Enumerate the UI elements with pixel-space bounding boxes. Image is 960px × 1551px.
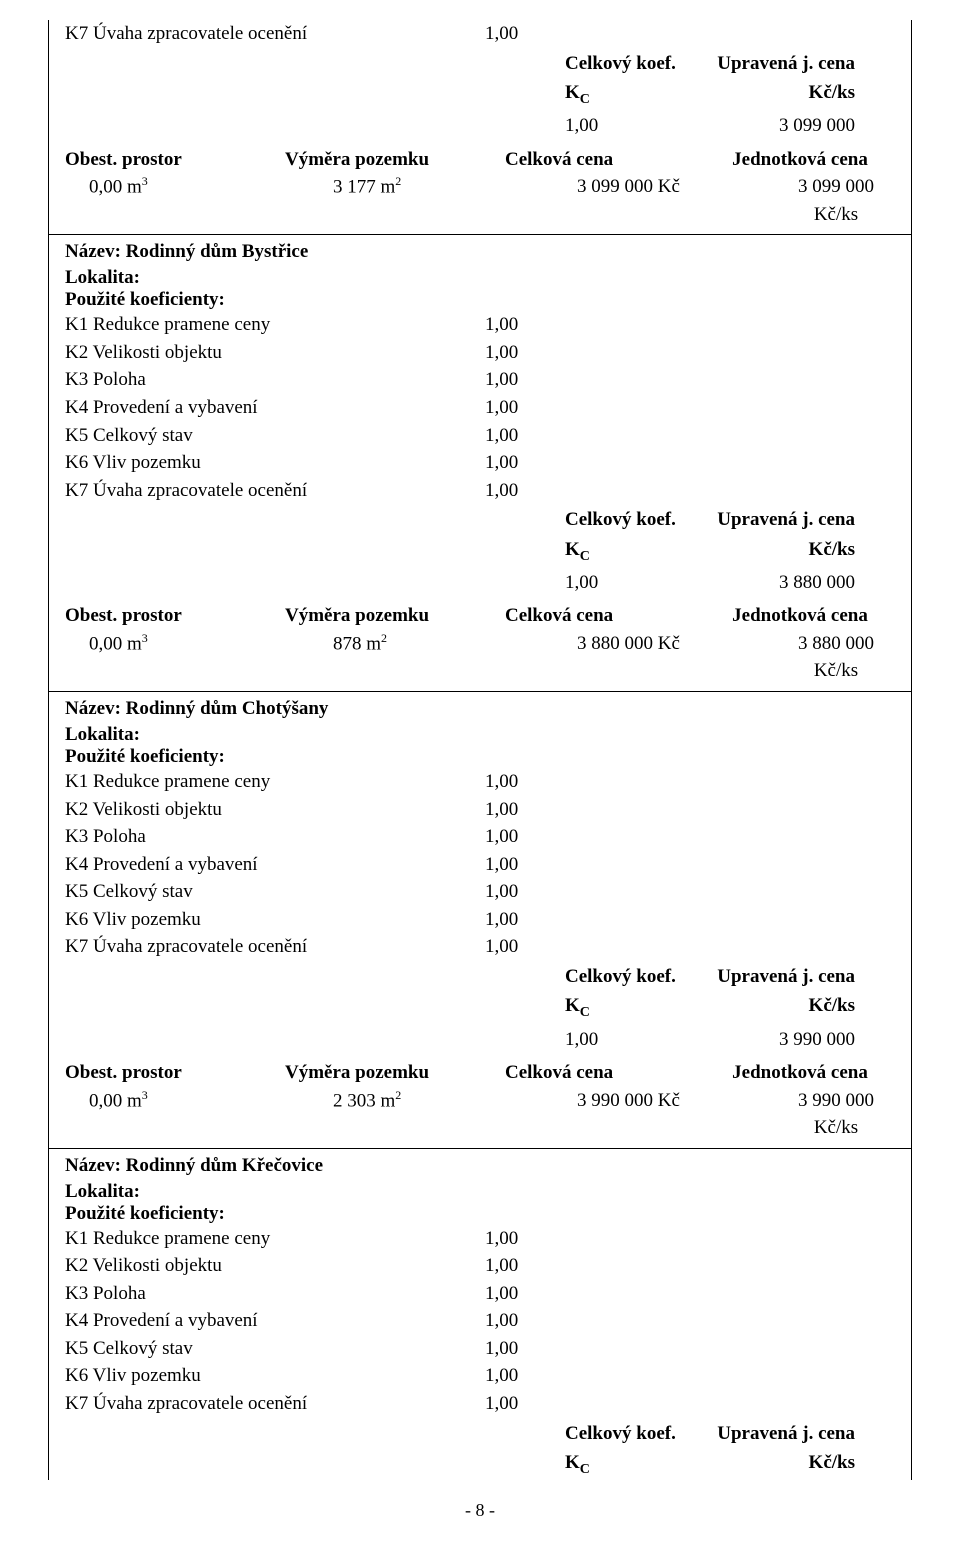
celkovy-sym: KC Kč/ks [65,79,895,110]
page-number: - 8 - [48,1500,912,1521]
k7-label: K7 Úvaha zpracovatele ocenění [65,20,485,48]
separator [49,691,911,692]
k7-row: K7 Úvaha zpracovatele ocenění1,00 [65,933,895,961]
k5-row: K5 Celkový stav1,00 [65,1335,895,1363]
k7-row: K7 Úvaha zpracovatele ocenění1,00 [65,1390,895,1418]
k6-row: K6 Vliv pozemku1,00 [65,449,895,477]
k4-row: K4 Provedení a vybavení1,00 [65,394,895,422]
obest-head: Obest. prostor Výměra pozemku Celková ce… [65,146,895,174]
k5-row: K5 Celkový stav1,00 [65,422,895,450]
celkovy-head: Celkový koef. Upravená j. cena [65,506,895,534]
used-koef-label: Použité koeficienty: [65,746,895,768]
used-koef-label: Použité koeficienty: [65,289,895,311]
k1-row: K1 Redukce pramene ceny1,00 [65,768,895,796]
jednot-val: 3 099 000 Kč/ks [777,173,895,228]
k5-row: K5 Celkový stav1,00 [65,878,895,906]
k1-row: K1 Redukce pramene ceny1,00 [65,1225,895,1253]
k6-row: K6 Vliv pozemku1,00 [65,1362,895,1390]
celkovy-head: Celkový koef. Upravená j. cena [65,1420,895,1448]
used-koef-label: Použité koeficienty: [65,1203,895,1225]
celkovy-head: Celkový koef. Upravená j. cena [65,963,895,991]
jednotkova-cena-label: Jednotková cena [705,146,895,174]
kc-ks-label: Kč/ks [710,79,895,110]
k2-row: K2 Velikosti objektu1,00 [65,796,895,824]
celkovy-head: Celkový koef. Upravená j. cena [65,50,895,78]
page: K7 Úvaha zpracovatele ocenění 1,00 Celko… [0,0,960,1551]
celkovy-koef-label: Celkový koef. [565,50,710,78]
k6-row: K6 Vliv pozemku1,00 [65,906,895,934]
k3-row: K3 Poloha1,00 [65,823,895,851]
kc-symbol: KC [565,79,710,110]
k1-row: K1 Redukce pramene ceny1,00 [65,311,895,339]
obest-val: 0,00 m3 [65,173,309,228]
obest-vals: 0,00 m3 878 m2 3 880 000 Kč 3 880 000 Kč… [65,630,895,685]
k3-row: K3 Poloha1,00 [65,366,895,394]
section-title: Název: Rodinný dům Křečovice [65,1155,895,1177]
celkovy-sym: KC Kč/ks [65,992,895,1023]
kc-val: 1,00 [565,112,710,140]
obest-head: Obest. prostor Výměra pozemku Celková ce… [65,602,895,630]
k2-row: K2 Velikosti objektu1,00 [65,339,895,367]
k7-value: 1,00 [485,20,625,48]
outer-border: K7 Úvaha zpracovatele ocenění 1,00 Celko… [48,20,912,1480]
section-title: Název: Rodinný dům Bystřice [65,241,895,263]
celkovy-sym: KC Kč/ks [65,536,895,567]
k7-row: K7 Úvaha zpracovatele ocenění1,00 [65,477,895,505]
k7-row: K7 Úvaha zpracovatele ocenění 1,00 [65,20,895,48]
celkovy-vals: 1,00 3 099 000 [65,112,895,140]
lokalita-label: Lokalita: [65,1181,895,1203]
separator [49,234,911,235]
section-title: Název: Rodinný dům Chotýšany [65,698,895,720]
celkova-val: 3 099 000 Kč [553,173,777,228]
k4-row: K4 Provedení a vybavení1,00 [65,851,895,879]
celkovy-sym: KC Kč/ks [65,1449,895,1480]
obest-prostor-label: Obest. prostor [65,146,285,174]
k3-row: K3 Poloha1,00 [65,1280,895,1308]
celkovy-vals: 1,00 3 880 000 [65,569,895,597]
upravena-cena-label: Upravená j. cena [710,50,895,78]
celkova-cena-label: Celková cena [505,146,705,174]
k2-row: K2 Velikosti objektu1,00 [65,1252,895,1280]
upravena-val: 3 099 000 [710,112,895,140]
celkovy-vals: 1,00 3 990 000 [65,1026,895,1054]
vymera-label: Výměra pozemku [285,146,505,174]
k4-row: K4 Provedení a vybavení1,00 [65,1307,895,1335]
obest-vals: 0,00 m3 2 303 m2 3 990 000 Kč 3 990 000 … [65,1087,895,1142]
lokalita-label: Lokalita: [65,724,895,746]
separator [49,1148,911,1149]
lokalita-label: Lokalita: [65,267,895,289]
obest-head: Obest. prostor Výměra pozemku Celková ce… [65,1059,895,1087]
obest-vals: 0,00 m3 3 177 m2 3 099 000 Kč 3 099 000 … [65,173,895,228]
vymera-val: 3 177 m2 [309,173,553,228]
